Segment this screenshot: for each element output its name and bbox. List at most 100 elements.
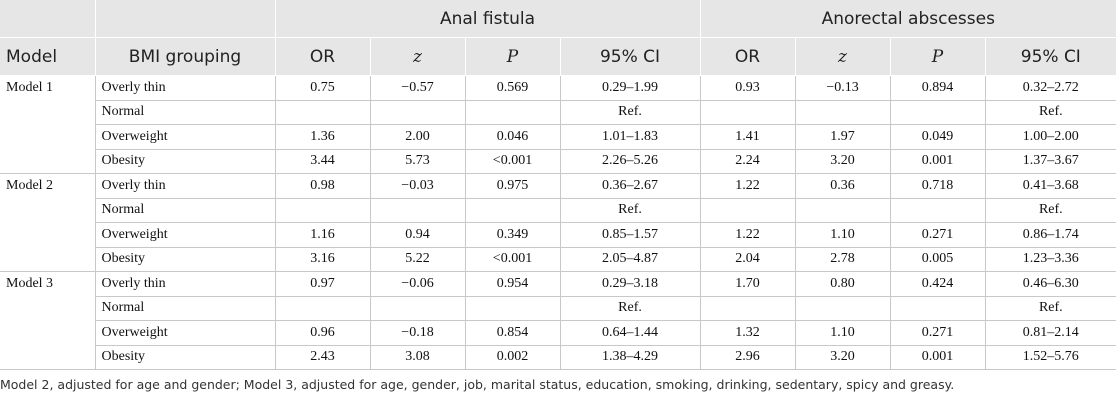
- results-table: Anal fistula Anorectal abscesses Model BMI …: [0, 0, 1116, 370]
- table-body: Model 1 Overly thin 0.75 −0.57 0.569 0.29–1.9…: [0, 75, 1116, 370]
- value-cell: 2.43: [274, 344, 371, 370]
- value-cell: 0.81–2.14: [984, 320, 1116, 346]
- value-cell: 0.001: [889, 148, 986, 174]
- column-header: 95% CI: [559, 37, 701, 76]
- value-cell: 0.36: [794, 173, 891, 199]
- value-cell: 3.44: [274, 148, 371, 174]
- value-cell: 0.64–1.44: [559, 320, 701, 346]
- value-cell: Ref.: [984, 295, 1116, 321]
- value-cell: 5.73: [369, 148, 466, 174]
- empty-cell: [889, 99, 986, 125]
- value-cell: 0.93: [699, 75, 796, 101]
- value-cell: −0.18: [369, 320, 466, 346]
- group-cell: Normal: [94, 295, 276, 321]
- empty-cell: [464, 99, 561, 125]
- header-cell: [0, 0, 95, 38]
- value-cell: 1.23–3.36: [984, 246, 1116, 272]
- empty-cell: [274, 295, 371, 321]
- value-cell: 2.05–4.87: [559, 246, 701, 272]
- group-cell: Overly thin: [94, 173, 276, 199]
- table-row: Normal Ref. Ref.: [0, 197, 1116, 223]
- value-cell: 0.718: [889, 173, 986, 199]
- value-cell: 1.32: [699, 320, 796, 346]
- group-cell: Obesity: [94, 148, 276, 174]
- footnote: Model 2, adjusted for age and gender; Mo…: [0, 377, 955, 392]
- value-cell: 1.10: [794, 320, 891, 346]
- empty-cell: [794, 295, 891, 321]
- value-cell: 0.29–1.99: [559, 75, 701, 101]
- value-cell: 0.894: [889, 75, 986, 101]
- value-cell: 1.37–3.67: [984, 148, 1116, 174]
- value-cell: 0.005: [889, 246, 986, 272]
- header-cell: [94, 0, 275, 38]
- value-cell: 3.20: [794, 148, 891, 174]
- table-row: Obesity 3.16 5.22 <0.001 2.05–4.87 2.04 2.78 0.…: [0, 246, 1116, 272]
- table-row: Model 3 Overly thin 0.97 −0.06 0.954 0.29–3.1…: [0, 271, 1116, 370]
- value-cell: −0.13: [794, 75, 891, 101]
- value-cell: −0.06: [369, 271, 466, 297]
- column-header: z: [794, 37, 891, 76]
- group-cell: Overly thin: [94, 75, 276, 101]
- value-cell: Ref.: [559, 295, 701, 321]
- value-cell: 1.01–1.83: [559, 124, 701, 150]
- empty-cell: [369, 295, 466, 321]
- group-cell: Overweight: [94, 124, 276, 150]
- value-cell: 0.049: [889, 124, 986, 150]
- value-cell: 0.97: [274, 271, 371, 297]
- empty-cell: [369, 197, 466, 223]
- value-cell: −0.57: [369, 75, 466, 101]
- group-cell: Overweight: [94, 320, 276, 346]
- table-row: Model 1 Overly thin 0.75 −0.57 0.569 0.29–1.9…: [0, 75, 1116, 174]
- table-row: Normal Ref. Ref.: [0, 99, 1116, 125]
- value-cell: 0.85–1.57: [559, 222, 701, 248]
- group-cell: Overweight: [94, 222, 276, 248]
- column-header: P: [889, 37, 986, 76]
- model-cell: Model 3: [0, 271, 96, 370]
- table-row: Overweight 1.36 2.00 0.046 1.01–1.83 1.41 1.97…: [0, 124, 1116, 150]
- value-cell: 0.569: [464, 75, 561, 101]
- value-cell: 1.22: [699, 222, 796, 248]
- column-header: BMI grouping: [94, 37, 275, 76]
- value-cell: 1.22: [699, 173, 796, 199]
- empty-cell: [699, 197, 796, 223]
- table-row: Overweight 0.96 −0.18 0.854 0.64–1.44 1.32 1.1…: [0, 320, 1116, 346]
- value-cell: 3.20: [794, 344, 891, 370]
- table-row: Obesity 3.44 5.73 <0.001 2.26–5.26 2.24 3.20 0.…: [0, 148, 1116, 174]
- value-cell: 5.22: [369, 246, 466, 272]
- value-cell: 1.97: [794, 124, 891, 150]
- value-cell: Ref.: [559, 197, 701, 223]
- empty-cell: [464, 197, 561, 223]
- value-cell: 1.00–2.00: [984, 124, 1116, 150]
- value-cell: 0.975: [464, 173, 561, 199]
- model-cell: Model 1: [0, 75, 96, 174]
- value-cell: 1.10: [794, 222, 891, 248]
- empty-cell: [274, 99, 371, 125]
- value-cell: 0.46–6.30: [984, 271, 1116, 297]
- header-row: Anal fistula Anorectal abscesses: [0, 0, 1116, 38]
- value-cell: −0.03: [369, 173, 466, 199]
- value-cell: 0.271: [889, 222, 986, 248]
- value-cell: 0.80: [794, 271, 891, 297]
- value-cell: 3.08: [369, 344, 466, 370]
- value-cell: 0.94: [369, 222, 466, 248]
- table-row: Model 2 Overly thin 0.98 −0.03 0.975 0.36–2.6…: [0, 173, 1116, 272]
- value-cell: 1.70: [699, 271, 796, 297]
- column-header: z: [369, 37, 465, 76]
- empty-cell: [699, 295, 796, 321]
- empty-cell: [889, 295, 986, 321]
- value-cell: Ref.: [984, 197, 1116, 223]
- header-row: Model BMI grouping OR z P 95% CI OR z P 95% CI: [0, 37, 1116, 76]
- value-cell: Ref.: [984, 99, 1116, 125]
- value-cell: 0.002: [464, 344, 561, 370]
- value-cell: 1.38–4.29: [559, 344, 701, 370]
- column-header: Model: [0, 37, 95, 76]
- value-cell: 1.36: [274, 124, 371, 150]
- table-header: Anal fistula Anorectal abscesses Model BMI …: [0, 0, 1116, 76]
- model-cell: Model 2: [0, 173, 96, 272]
- value-cell: 0.424: [889, 271, 986, 297]
- group-cell: Overly thin: [94, 271, 276, 297]
- group-header: Anal fistula: [274, 0, 701, 38]
- value-cell: 2.04: [699, 246, 796, 272]
- value-cell: 0.96: [274, 320, 371, 346]
